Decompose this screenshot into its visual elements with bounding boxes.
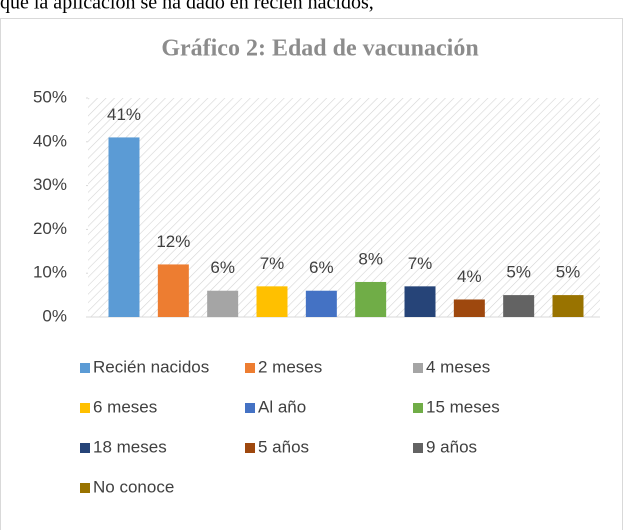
y-tick-label: 0% — [42, 306, 67, 325]
bar — [157, 264, 189, 317]
data-label: 5% — [556, 263, 581, 282]
bar — [503, 295, 535, 317]
y-tick-label: 40% — [33, 131, 67, 150]
bar — [552, 295, 584, 317]
legend-label: 6 meses — [93, 397, 157, 416]
bar — [453, 299, 485, 317]
legend-label: 18 meses — [93, 437, 167, 456]
legend-swatch — [413, 363, 423, 373]
legend-swatch — [80, 443, 90, 453]
header-text: que la aplicación se ha dado en recién n… — [0, 0, 374, 14]
legend-swatch — [80, 403, 90, 413]
bar — [207, 290, 239, 317]
y-tick-label: 20% — [33, 219, 67, 238]
y-tick-label: 30% — [33, 175, 67, 194]
legend-swatch — [413, 443, 423, 453]
bar — [355, 281, 387, 317]
chart-title: Gráfico 2: Edad de vacunación — [161, 36, 478, 62]
data-label: 6% — [210, 258, 235, 277]
legend-label: 15 meses — [426, 397, 500, 416]
legend-label: Recién nacidos — [93, 357, 209, 376]
data-label: 5% — [506, 263, 531, 282]
legend-swatch — [245, 403, 255, 413]
legend-swatch — [245, 443, 255, 453]
data-label: 4% — [457, 267, 482, 286]
legend-swatch — [80, 483, 90, 493]
data-label: 7% — [408, 254, 433, 273]
legend-label: 4 meses — [426, 357, 490, 376]
bar — [108, 137, 140, 317]
data-label: 7% — [260, 254, 285, 273]
data-label: 41% — [107, 105, 141, 124]
bar — [404, 286, 436, 317]
legend-label: Al año — [258, 397, 306, 416]
data-label: 12% — [156, 232, 190, 251]
y-tick-label: 10% — [33, 263, 67, 282]
legend-label: 2 meses — [258, 357, 322, 376]
bar — [256, 286, 288, 317]
legend-label: No conoce — [93, 477, 174, 496]
legend-label: 5 años — [258, 437, 309, 456]
y-tick-label: 50% — [33, 87, 67, 106]
legend-swatch — [80, 363, 90, 373]
data-label: 6% — [309, 258, 334, 277]
bar — [305, 290, 337, 317]
legend-swatch — [413, 403, 423, 413]
data-label: 8% — [358, 249, 383, 268]
legend-label: 9 años — [426, 437, 477, 456]
legend-swatch — [245, 363, 255, 373]
